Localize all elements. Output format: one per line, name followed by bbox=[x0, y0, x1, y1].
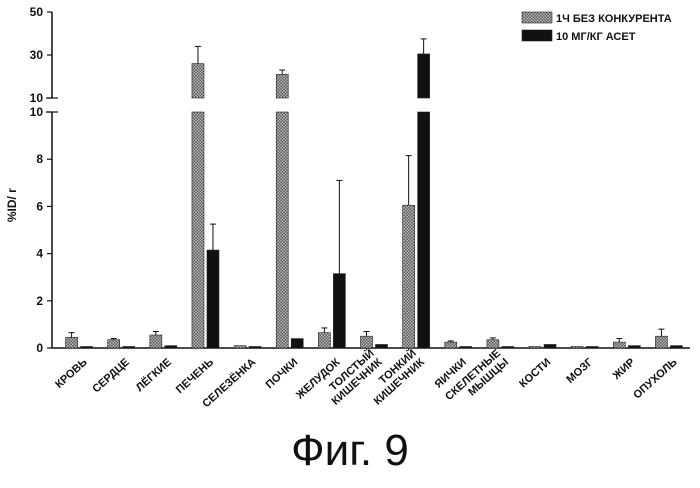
y-axis-title: %ID/ г bbox=[5, 188, 19, 222]
bar bbox=[108, 340, 120, 348]
bar bbox=[276, 74, 288, 98]
bar bbox=[403, 205, 415, 348]
bar bbox=[150, 335, 162, 348]
bar bbox=[192, 64, 204, 98]
y-tick-label: 2 bbox=[36, 294, 43, 308]
category-label: МОЗГ bbox=[564, 356, 596, 386]
y-tick-label: 50 bbox=[30, 5, 44, 19]
category-label: СКЕЛЕТНЫЕМЫШЦЫ bbox=[443, 347, 511, 412]
bar bbox=[502, 347, 514, 349]
category-label-line: ПОЧКИ bbox=[264, 356, 301, 391]
legend-swatch bbox=[522, 12, 552, 23]
bar bbox=[192, 112, 204, 348]
bar bbox=[544, 344, 556, 348]
bar bbox=[571, 347, 583, 349]
bar bbox=[165, 346, 177, 348]
legend-swatch bbox=[522, 30, 552, 41]
bar bbox=[207, 250, 219, 348]
bar bbox=[291, 339, 303, 348]
category-label-line: КОСТИ bbox=[517, 356, 553, 390]
bar bbox=[460, 347, 472, 349]
bar bbox=[529, 347, 541, 349]
category-label: ПОЧКИ bbox=[264, 356, 301, 391]
category-label: СЕРДЦЕ bbox=[90, 356, 132, 395]
category-label: КОСТИ bbox=[517, 356, 553, 390]
category-label-line: СЕРДЦЕ bbox=[90, 356, 132, 395]
category-label-line: ЛЁГКИЕ bbox=[133, 356, 174, 395]
bar bbox=[655, 336, 667, 348]
y-tick-label: 8 bbox=[36, 152, 43, 166]
bar bbox=[586, 347, 598, 349]
bar bbox=[81, 347, 93, 349]
category-label: ПЕЧЕНЬ bbox=[174, 356, 216, 396]
bar bbox=[66, 337, 78, 348]
legend-label: 10 МГ/КГ АСЕТ bbox=[556, 31, 636, 43]
category-labels: КРОВЬСЕРДЦЕЛЁГКИЕПЕЧЕНЬСЕЛЕЗЁНКАПОЧКИЖЕЛ… bbox=[53, 346, 679, 411]
bar bbox=[376, 344, 388, 348]
y-tick-label: 10 bbox=[30, 105, 44, 119]
y-tick-label: 6 bbox=[36, 199, 43, 213]
category-label-line: ЖИР bbox=[610, 356, 637, 382]
bar bbox=[318, 333, 330, 348]
figure-caption: Фиг. 9 bbox=[0, 426, 700, 476]
bar bbox=[361, 336, 373, 348]
bar bbox=[445, 342, 457, 348]
category-label: КРОВЬ bbox=[53, 356, 90, 391]
category-label-line: ОПУХОЛЬ bbox=[631, 356, 679, 401]
bar bbox=[487, 340, 499, 348]
legend: 1Ч БЕЗ КОНКУРЕНТА 10 МГ/КГ АСЕТ bbox=[522, 12, 672, 43]
bar bbox=[123, 347, 135, 349]
bar bbox=[628, 346, 640, 348]
category-label: ЛЁГКИЕ bbox=[133, 356, 174, 395]
category-label-line: КРОВЬ bbox=[53, 356, 90, 391]
bar bbox=[418, 54, 430, 98]
y-tick-label: 0 bbox=[36, 341, 43, 355]
y-tick-label: 30 bbox=[30, 48, 44, 62]
bar bbox=[234, 346, 246, 348]
bar-chart: 0 2 4 6 8 1010 30 50 КРОВЬСЕРДЦЕЛЁГКИЕПЕЧЕНЬСЕЛ… bbox=[0, 0, 700, 420]
bar bbox=[613, 342, 625, 348]
bar bbox=[249, 347, 261, 349]
bar bbox=[333, 274, 345, 348]
y-tick-label: 10 bbox=[30, 91, 44, 105]
bar bbox=[670, 346, 682, 348]
bar bbox=[276, 112, 288, 348]
category-label: ЖИР bbox=[610, 356, 637, 382]
axes: 0 2 4 6 8 1010 30 50 bbox=[30, 5, 690, 355]
category-label: ОПУХОЛЬ bbox=[631, 356, 679, 401]
bar bbox=[418, 112, 430, 348]
category-label-line: МОЗГ bbox=[564, 356, 596, 386]
bars bbox=[66, 39, 683, 348]
category-label-line: ПЕЧЕНЬ bbox=[174, 356, 216, 396]
y-tick-label: 4 bbox=[36, 247, 43, 261]
legend-label: 1Ч БЕЗ КОНКУРЕНТА bbox=[556, 13, 672, 25]
